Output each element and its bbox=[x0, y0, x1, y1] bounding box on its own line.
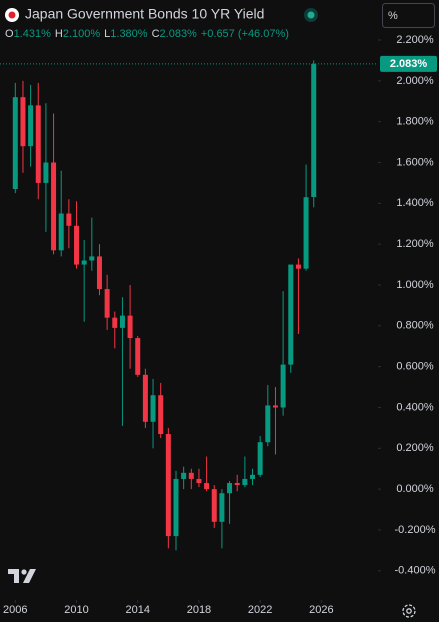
x-tick-label: 2010 bbox=[64, 604, 88, 616]
scale-button-label[interactable]: % bbox=[388, 10, 398, 22]
candle-body bbox=[12, 97, 18, 190]
candle-body bbox=[280, 364, 286, 408]
candle-body bbox=[250, 474, 256, 479]
x-tick-label: 2022 bbox=[248, 604, 272, 616]
legend-key: C bbox=[152, 28, 160, 40]
candle-body bbox=[20, 97, 26, 147]
legend-value: 1.380% bbox=[110, 28, 148, 40]
candle-body bbox=[112, 317, 118, 328]
flag-dot bbox=[8, 11, 16, 19]
candle-body bbox=[28, 105, 34, 147]
legend-key: H bbox=[55, 28, 63, 40]
candle-body bbox=[188, 472, 194, 479]
y-tick-label: 0.200% bbox=[396, 442, 434, 454]
ohlc-legend: O 1.431% H 2.100% L 1.380% C 2.083% +0.657 (+46.… bbox=[5, 28, 289, 40]
candle-body bbox=[74, 225, 80, 265]
y-tick-label: 1.400% bbox=[396, 197, 434, 209]
candle-body bbox=[89, 256, 95, 261]
x-tick-label: 2006 bbox=[3, 604, 27, 616]
legend-change: +0.657 (+46.07%) bbox=[201, 28, 289, 40]
candle-body bbox=[196, 478, 202, 484]
candle-body bbox=[295, 264, 301, 269]
candle-body bbox=[51, 162, 57, 251]
logo-v bbox=[23, 569, 36, 583]
y-tick-label: 2.200% bbox=[396, 34, 434, 46]
candle-body bbox=[204, 483, 210, 490]
candle-body bbox=[219, 493, 225, 522]
logo-dot bbox=[21, 569, 27, 575]
candle-body bbox=[227, 483, 233, 494]
legend-value: 1.431% bbox=[14, 28, 52, 40]
price-label-bg bbox=[380, 55, 437, 72]
candle-body bbox=[58, 213, 64, 251]
candle-body bbox=[81, 260, 87, 265]
x-tick-label: 2018 bbox=[187, 604, 211, 616]
candle-body bbox=[165, 434, 171, 537]
candle-body bbox=[142, 374, 148, 422]
candle-body bbox=[303, 197, 309, 269]
candle-body bbox=[135, 338, 141, 375]
legend-value: 2.083% bbox=[160, 28, 198, 40]
candle-body bbox=[211, 489, 217, 522]
logo-t bbox=[8, 569, 19, 583]
candle-body bbox=[66, 213, 72, 226]
status-dot bbox=[307, 11, 315, 19]
candle-body bbox=[104, 289, 110, 318]
y-tick-label: 1.200% bbox=[396, 238, 434, 250]
candle-body bbox=[257, 442, 263, 475]
y-tick-label: -0.200% bbox=[395, 524, 436, 536]
legend-key: O bbox=[5, 28, 14, 40]
candle-body bbox=[234, 483, 240, 486]
chart-title: Japan Government Bonds 10 YR Yield bbox=[25, 6, 264, 22]
candle-body bbox=[311, 63, 317, 198]
y-tick-label: 2.000% bbox=[396, 75, 434, 87]
candle-body bbox=[158, 395, 164, 435]
legend-key: L bbox=[104, 28, 110, 40]
plot-area bbox=[0, 39, 381, 603]
y-tick-label: 0.600% bbox=[396, 361, 434, 373]
x-tick-label: 2014 bbox=[125, 604, 149, 616]
settings-icon[interactable] bbox=[402, 604, 416, 618]
scale-button[interactable] bbox=[382, 3, 435, 28]
y-tick-label: 0.400% bbox=[396, 401, 434, 413]
y-tick-label: 0.800% bbox=[396, 320, 434, 332]
y-tick-label: -0.400% bbox=[395, 565, 436, 577]
candle-body bbox=[150, 395, 156, 422]
candle-body bbox=[35, 105, 41, 183]
candle-body bbox=[272, 405, 278, 408]
candle-body bbox=[181, 472, 187, 479]
gear-inner[interactable] bbox=[406, 608, 412, 614]
candle-body bbox=[265, 405, 271, 443]
price-label: 2.083% bbox=[390, 58, 428, 70]
y-tick-label: 1.000% bbox=[396, 279, 434, 291]
logo bbox=[8, 569, 36, 583]
candle-body bbox=[119, 315, 125, 328]
y-tick-label: 0.000% bbox=[396, 483, 434, 495]
x-tick-label: 2026 bbox=[309, 604, 333, 616]
candle-body bbox=[43, 162, 49, 183]
gear-outer[interactable] bbox=[402, 604, 416, 618]
candle-body bbox=[127, 315, 133, 339]
legend-value: 2.100% bbox=[63, 28, 101, 40]
candle-body bbox=[288, 264, 294, 365]
y-tick-label: 1.800% bbox=[396, 116, 434, 128]
candle-body bbox=[173, 478, 179, 537]
candle-body bbox=[242, 478, 248, 486]
y-tick-label: 1.600% bbox=[396, 156, 434, 168]
candle-body bbox=[96, 256, 102, 290]
